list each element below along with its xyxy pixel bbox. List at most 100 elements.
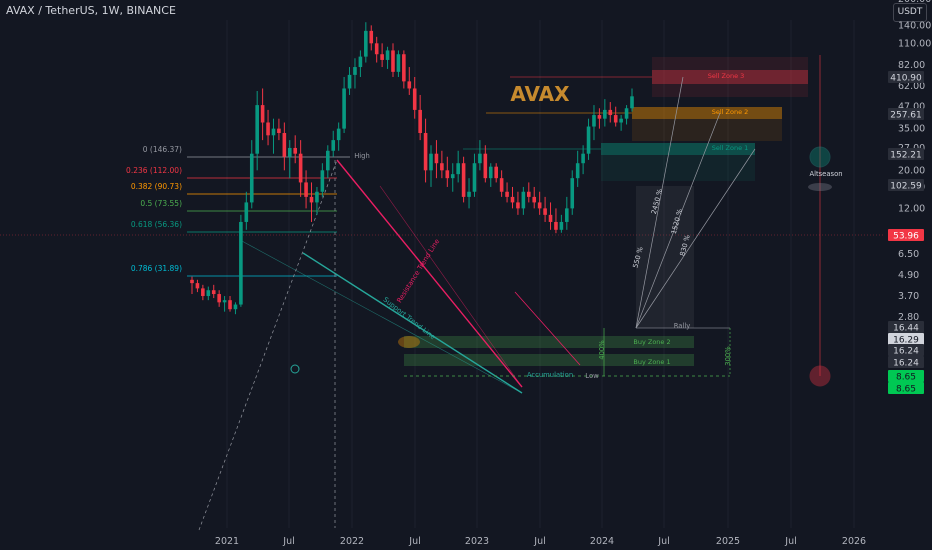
x-tick-label: Jul [408, 536, 420, 547]
y-tick-label: 4.90 [898, 270, 919, 281]
x-tick-label: Jul [282, 536, 294, 547]
candle-body [570, 178, 575, 209]
buy-marker [398, 336, 420, 348]
candle-body [478, 153, 482, 164]
fib-label: 0.382 (90.73) [131, 182, 182, 191]
candle-body [608, 109, 613, 116]
candle-body [374, 43, 379, 55]
candle-body [391, 50, 395, 72]
candle-body [222, 300, 227, 303]
candle-body [461, 163, 466, 197]
y-tick-label: 6.50 [898, 249, 919, 260]
candle-body [521, 191, 526, 209]
fib-label: 0 (146.37) [143, 145, 182, 154]
candle-body [467, 191, 471, 197]
fan-line [635, 76, 684, 329]
price-marker [888, 344, 924, 356]
candle-body [239, 221, 243, 305]
price-marker [888, 229, 924, 241]
candle-body [434, 153, 439, 164]
currency-button[interactable]: USDT [893, 3, 927, 22]
candle-body [494, 166, 498, 179]
x-tick-label: 2026 [842, 536, 866, 547]
zone-box [601, 143, 755, 181]
x-tick-label: 2024 [590, 536, 614, 547]
fib-label: 0.236 (112.00) [126, 166, 182, 175]
candle-body [206, 290, 211, 297]
candle-body [249, 153, 254, 203]
candle-body [445, 170, 450, 179]
candle-body [516, 202, 520, 209]
annotation-label: High [354, 152, 370, 160]
zone-box [632, 107, 782, 119]
support-line [302, 252, 523, 394]
candle-body [510, 196, 515, 203]
resistance-line [336, 159, 523, 388]
price-marker-label: 16.24 [893, 359, 919, 369]
candle-body [559, 221, 564, 230]
x-tick-label: Jul [533, 536, 545, 547]
symbol-label: AVAX [510, 82, 570, 106]
candle-body [364, 30, 368, 57]
fib-label: 0.5 (73.55) [140, 199, 182, 208]
annotation-label: Altseason [809, 170, 842, 178]
price-marker-label: 16.24 [893, 347, 919, 357]
fib-label: 0.786 (31.89) [131, 264, 182, 273]
candles [190, 22, 634, 315]
candle-body [603, 109, 607, 119]
price-marker-label: 8.65 [896, 373, 916, 383]
low-circle [290, 364, 300, 374]
price-markers: 410.90257.61152.21102.5953.9616.4416.291… [888, 71, 924, 395]
price-marker [888, 370, 924, 382]
y-tick-label: 62.00 [898, 81, 925, 92]
candle-body [266, 122, 270, 136]
candle-body [543, 208, 547, 215]
y-tick-label: 20.00 [898, 165, 925, 176]
y-tick-label: 3.70 [898, 291, 919, 302]
candle-body [407, 81, 412, 89]
candle-body [347, 74, 352, 89]
candle-body [575, 163, 580, 179]
candle-body [358, 56, 363, 68]
candle-body [228, 300, 232, 310]
grid [0, 20, 885, 528]
candle-body [505, 191, 509, 197]
candle-body [244, 202, 249, 222]
annotation-label: 400% [598, 340, 606, 360]
annotation-label: Support Trend Line [382, 296, 437, 342]
candle-body [624, 108, 629, 119]
candle-body [315, 191, 319, 203]
candle-body [554, 221, 558, 230]
altseason-tag [808, 183, 832, 191]
candle-body [548, 214, 553, 222]
y-tick-label: 140.00 [898, 20, 931, 31]
y-tick-label: 12.00 [898, 203, 925, 214]
y-tick-label: 2.80 [898, 312, 919, 323]
price-marker [888, 333, 924, 345]
price-marker-label: 102.59 [890, 182, 922, 192]
candle-body [190, 279, 194, 284]
price-marker-label: 53.96 [893, 232, 919, 242]
price-marker-label: 16.44 [893, 324, 919, 334]
zone-label: Sell Zone 3 [708, 72, 745, 80]
candle-body [526, 191, 531, 197]
fib-label: 0.618 (56.36) [131, 220, 182, 229]
zone-box [601, 143, 755, 155]
candle-body [217, 294, 221, 303]
y-tick-label: 82.00 [898, 60, 925, 71]
candle-body [326, 150, 330, 171]
dotted-rise [198, 159, 338, 531]
candle-body [287, 147, 292, 157]
candle-body [581, 153, 585, 164]
candle-body [260, 105, 265, 123]
resistance-line-2 [379, 185, 523, 388]
candle-body [440, 163, 444, 171]
zone-box [404, 354, 694, 366]
candle-body [304, 182, 308, 197]
zone-label: Buy Zone 1 [633, 358, 670, 366]
time-axis: 2021 Jul 2022 Jul 2023 Jul 2024 Jul 2025 Jul 2026 [215, 536, 866, 547]
candle-body [423, 133, 428, 171]
candle-body [195, 283, 200, 289]
price-marker [888, 179, 924, 191]
